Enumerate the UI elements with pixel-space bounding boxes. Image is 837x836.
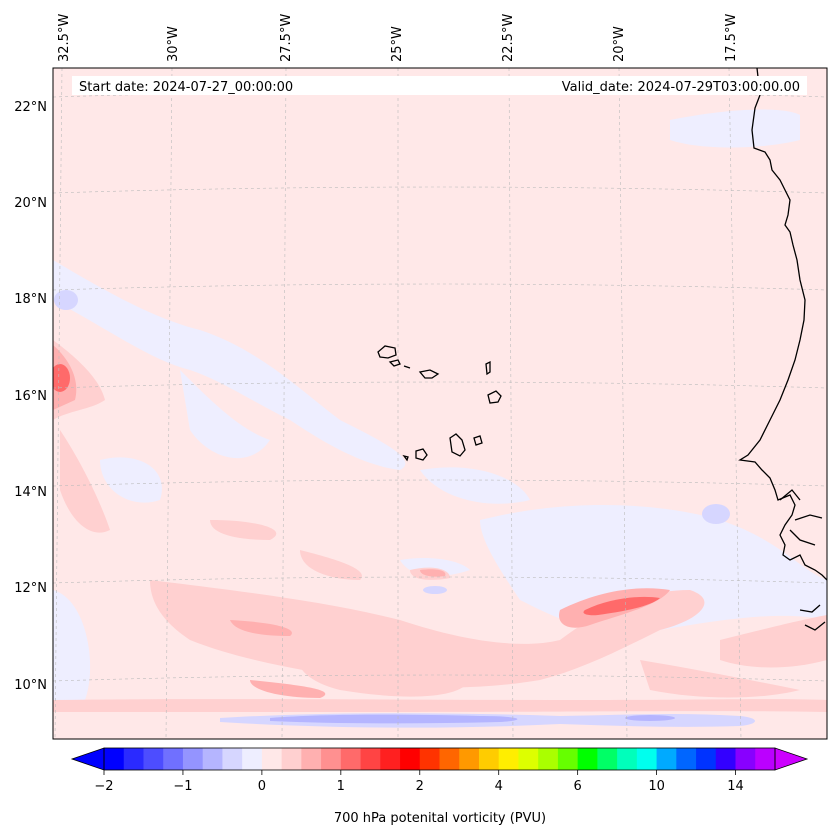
pv-field <box>53 109 827 728</box>
colorbar-cell <box>360 748 381 770</box>
colorbar-cell <box>301 748 322 770</box>
colorbar-cell <box>163 748 184 770</box>
lat-label: 14°N <box>14 485 47 500</box>
positive-pv-core <box>53 364 660 616</box>
colorbar-cell <box>459 748 480 770</box>
colorbar-ticks: −2 −1 0 1 2 4 6 10 14 <box>94 770 744 794</box>
lat-label: 18°N <box>14 292 47 307</box>
colorbar-cell <box>518 748 539 770</box>
colorbar-cell <box>597 748 618 770</box>
map-panel[interactable]: Start date: 2024-07-27_00:00:00 Valid_da… <box>50 67 828 740</box>
positive-pv-light-areas <box>53 340 827 712</box>
lon-label: 32.5°W <box>57 14 72 62</box>
coastline <box>377 68 827 631</box>
latitude-labels: 22°N 20°N 18°N 16°N 14°N 12°N 10°N <box>14 100 47 693</box>
cape-verde-islands <box>377 345 502 462</box>
colorbar-tick-label: −2 <box>94 779 113 794</box>
colorbar-cell <box>755 748 776 770</box>
colorbar-cell <box>182 748 204 770</box>
colorbar-cell <box>222 748 243 770</box>
lon-label: 22.5°W <box>501 14 516 62</box>
colorbar-cell <box>321 748 342 770</box>
colorbar-cell <box>104 748 125 770</box>
colorbar-cells <box>104 748 776 770</box>
colorbar-cell <box>123 748 144 770</box>
colorbar-cell <box>400 748 421 770</box>
colorbar-cell <box>498 748 519 770</box>
lat-label: 20°N <box>14 196 47 211</box>
colorbar-label: 700 hPa potenital vorticity (PVU) <box>334 811 546 826</box>
lon-label: 25°W <box>390 26 405 62</box>
lon-label: 20°W <box>612 26 627 62</box>
colorbar-cell <box>656 748 677 770</box>
colorbar-cell <box>577 748 598 770</box>
colorbar-cell <box>557 748 579 770</box>
header-background <box>72 76 807 95</box>
colorbar-cell <box>636 748 657 770</box>
colorbar-tick-label: 4 <box>495 779 503 794</box>
colorbar-cell <box>478 748 500 770</box>
colorbar-tick-label: −1 <box>173 779 192 794</box>
colorbar-cell <box>696 748 717 770</box>
colorbar-tick-label: 2 <box>416 779 424 794</box>
colorbar-tick-label: 0 <box>258 779 266 794</box>
start-date-label: Start date: 2024-07-27_00:00:00 <box>79 80 293 95</box>
colorbar-tick-label: 14 <box>727 779 744 794</box>
senegal-coast <box>779 489 826 631</box>
map-frame <box>52 67 828 740</box>
colorbar-tick-label: 6 <box>574 779 582 794</box>
colorbar: −2 −1 0 1 2 4 6 10 14 700 hPa potenital vorticit… <box>70 747 809 826</box>
colorbar-cell <box>202 748 223 770</box>
colorbar-cell <box>439 748 460 770</box>
lat-label: 22°N <box>14 100 47 115</box>
colorbar-cell <box>143 748 164 770</box>
lat-label: 16°N <box>14 389 47 404</box>
colorbar-cell <box>340 748 361 770</box>
colorbar-max-extend <box>774 747 809 771</box>
colorbar-frame <box>103 747 776 771</box>
colorbar-cell <box>261 748 283 770</box>
colorbar-cell <box>538 748 559 770</box>
colorbar-tick-label: 10 <box>648 779 665 794</box>
valid-date-label: Valid_date: 2024-07-29T03:00:00.00 <box>562 80 800 95</box>
african-coast <box>738 68 827 581</box>
colorbar-cell <box>419 748 440 770</box>
colorbar-cell <box>676 748 697 770</box>
negative-pv-light-areas <box>53 109 827 710</box>
colorbar-cell <box>735 748 756 770</box>
colorbar-cell <box>617 748 638 770</box>
colorbar-cell <box>281 748 302 770</box>
lat-label: 10°N <box>14 678 47 693</box>
colorbar-min-extend <box>70 747 105 771</box>
colorbar-cell <box>715 748 736 770</box>
longitude-labels: 32.5°W 30°W 27.5°W 25°W 22.5°W 20°W 17.5… <box>57 14 739 62</box>
lon-label: 17.5°W <box>724 14 739 62</box>
graticule <box>53 68 827 739</box>
lon-label: 27.5°W <box>279 14 294 62</box>
colorbar-cell <box>380 748 401 770</box>
lon-label: 30°W <box>166 26 181 62</box>
colorbar-cell <box>242 748 263 770</box>
lat-label: 12°N <box>14 581 47 596</box>
colorbar-tick-label: 1 <box>337 779 345 794</box>
